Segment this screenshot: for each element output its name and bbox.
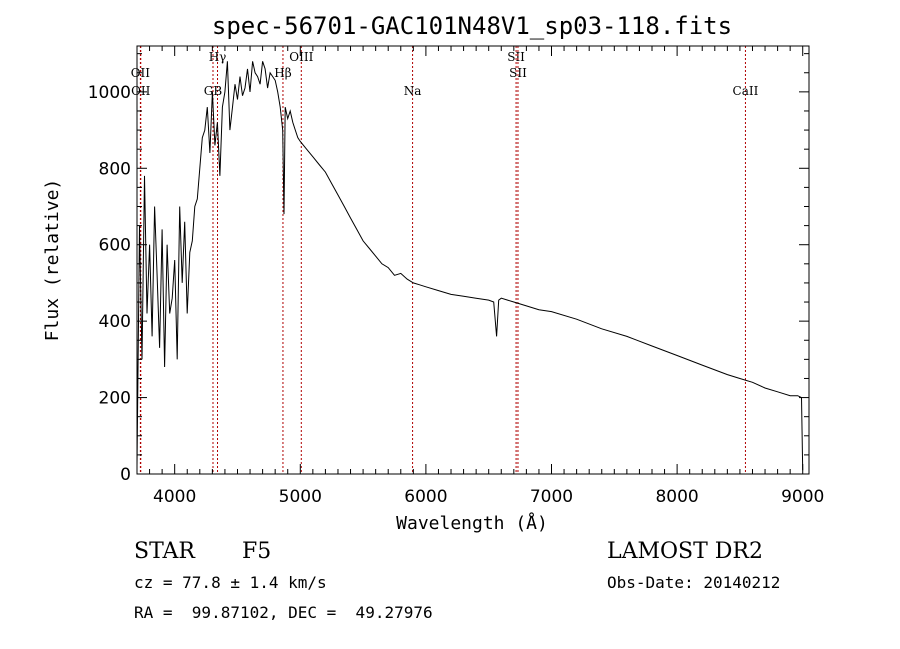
plot-frame	[136, 45, 810, 475]
spectral-line-label: OII	[131, 84, 151, 98]
spectral-subclass: F5	[242, 539, 272, 564]
redshift-cz: cz = 77.8 ± 1.4 km/s	[134, 573, 327, 592]
spectral-line-label: Na	[404, 84, 422, 98]
spectral-line-label: GB	[204, 84, 223, 98]
x-tick-label: 5000	[279, 487, 322, 507]
spectral-line-label: Hγ	[209, 50, 227, 64]
x-tick-label: 7000	[530, 487, 573, 507]
spectral-line-label: CaII	[733, 84, 759, 98]
y-axis-label: Flux (relative)	[42, 179, 63, 342]
x-tick-label: 8000	[655, 487, 698, 507]
y-tick-label: 1000	[88, 83, 131, 103]
x-tick-label: 9000	[781, 487, 824, 507]
coordinates: RA = 99.87102, DEC = 49.27976	[134, 603, 433, 622]
spectral-line-label: SII	[509, 66, 527, 80]
spectral-line-label: Hβ	[274, 66, 291, 80]
chart-title: spec-56701-GAC101N48V1_sp03-118.fits	[212, 12, 732, 40]
survey-name: LAMOST DR2	[607, 539, 763, 564]
spectrum-line	[136, 61, 804, 471]
y-tick-label: 600	[99, 236, 131, 256]
y-tick-label: 200	[99, 389, 131, 409]
x-axis-label: Wavelength (Å)	[396, 512, 548, 534]
object-class: STAR	[134, 539, 195, 564]
y-tick-label: 800	[99, 159, 131, 179]
x-tick-label: 4000	[153, 487, 196, 507]
x-tick-label: 6000	[404, 487, 447, 507]
y-tick-label: 400	[99, 312, 131, 332]
spectral-line-label: SII	[507, 50, 525, 64]
spectral-line-label: OIII	[289, 50, 313, 64]
observation-date: Obs-Date: 20140212	[607, 573, 781, 592]
y-tick-label: 0	[120, 465, 131, 485]
